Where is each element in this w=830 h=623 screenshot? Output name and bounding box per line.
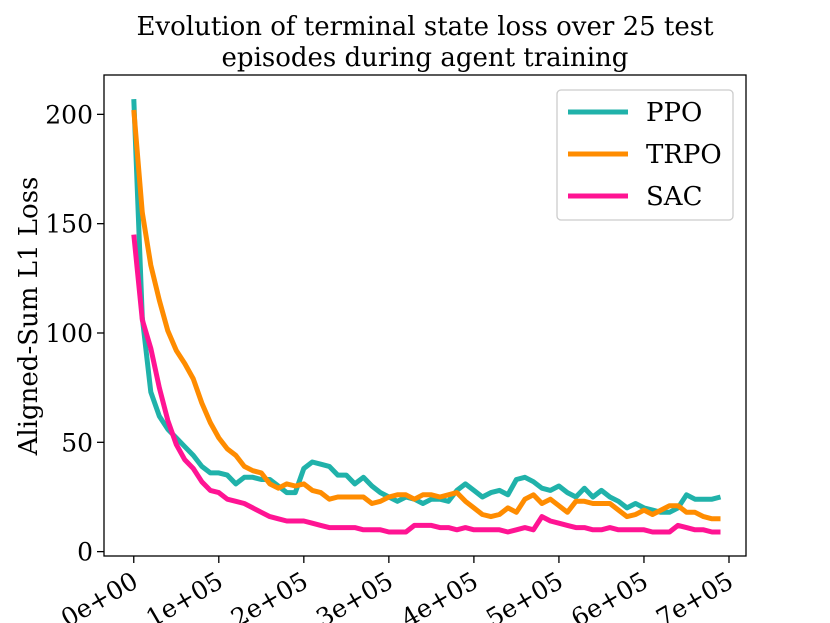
y-tick-label: 100 [45,319,93,348]
series-line-sac [131,234,721,535]
plot-frame [103,74,747,557]
legend-box [556,89,734,221]
y-tick-label: 150 [45,210,93,239]
series-line-trpo [131,109,721,522]
y-axis-label: Aligned-Sum L1 Loss [14,177,44,457]
chart-title-line-2: episodes during agent training [222,43,629,73]
y-tick-label: 200 [45,100,93,129]
y-tick-label: 0 [77,538,93,567]
x-tick-label: 3e+05 [311,566,398,623]
y-tick-label: 50 [61,428,93,457]
x-tick-label: 4e+05 [396,566,483,623]
x-tick-label: 5e+05 [481,566,568,623]
x-tick-label: 2e+05 [226,566,313,623]
chart-title-line-1: Evolution of terminal state loss over 25… [136,12,714,42]
series-line-ppo [131,99,722,515]
legend-label-trpo: TRPO [646,140,722,170]
plot-lines [131,99,722,535]
x-tick-label: 1e+05 [141,566,228,623]
x-tick-label: 7e+05 [651,566,738,623]
y-axis-ticks: 0 50 100 150 200 [45,100,104,567]
x-tick-label: 6e+05 [566,566,653,623]
legend: PPO TRPO SAC [556,89,734,221]
legend-label-ppo: PPO [646,98,702,128]
x-tick-label: 0e+00 [56,566,143,623]
legend-label-sac: SAC [646,182,702,212]
